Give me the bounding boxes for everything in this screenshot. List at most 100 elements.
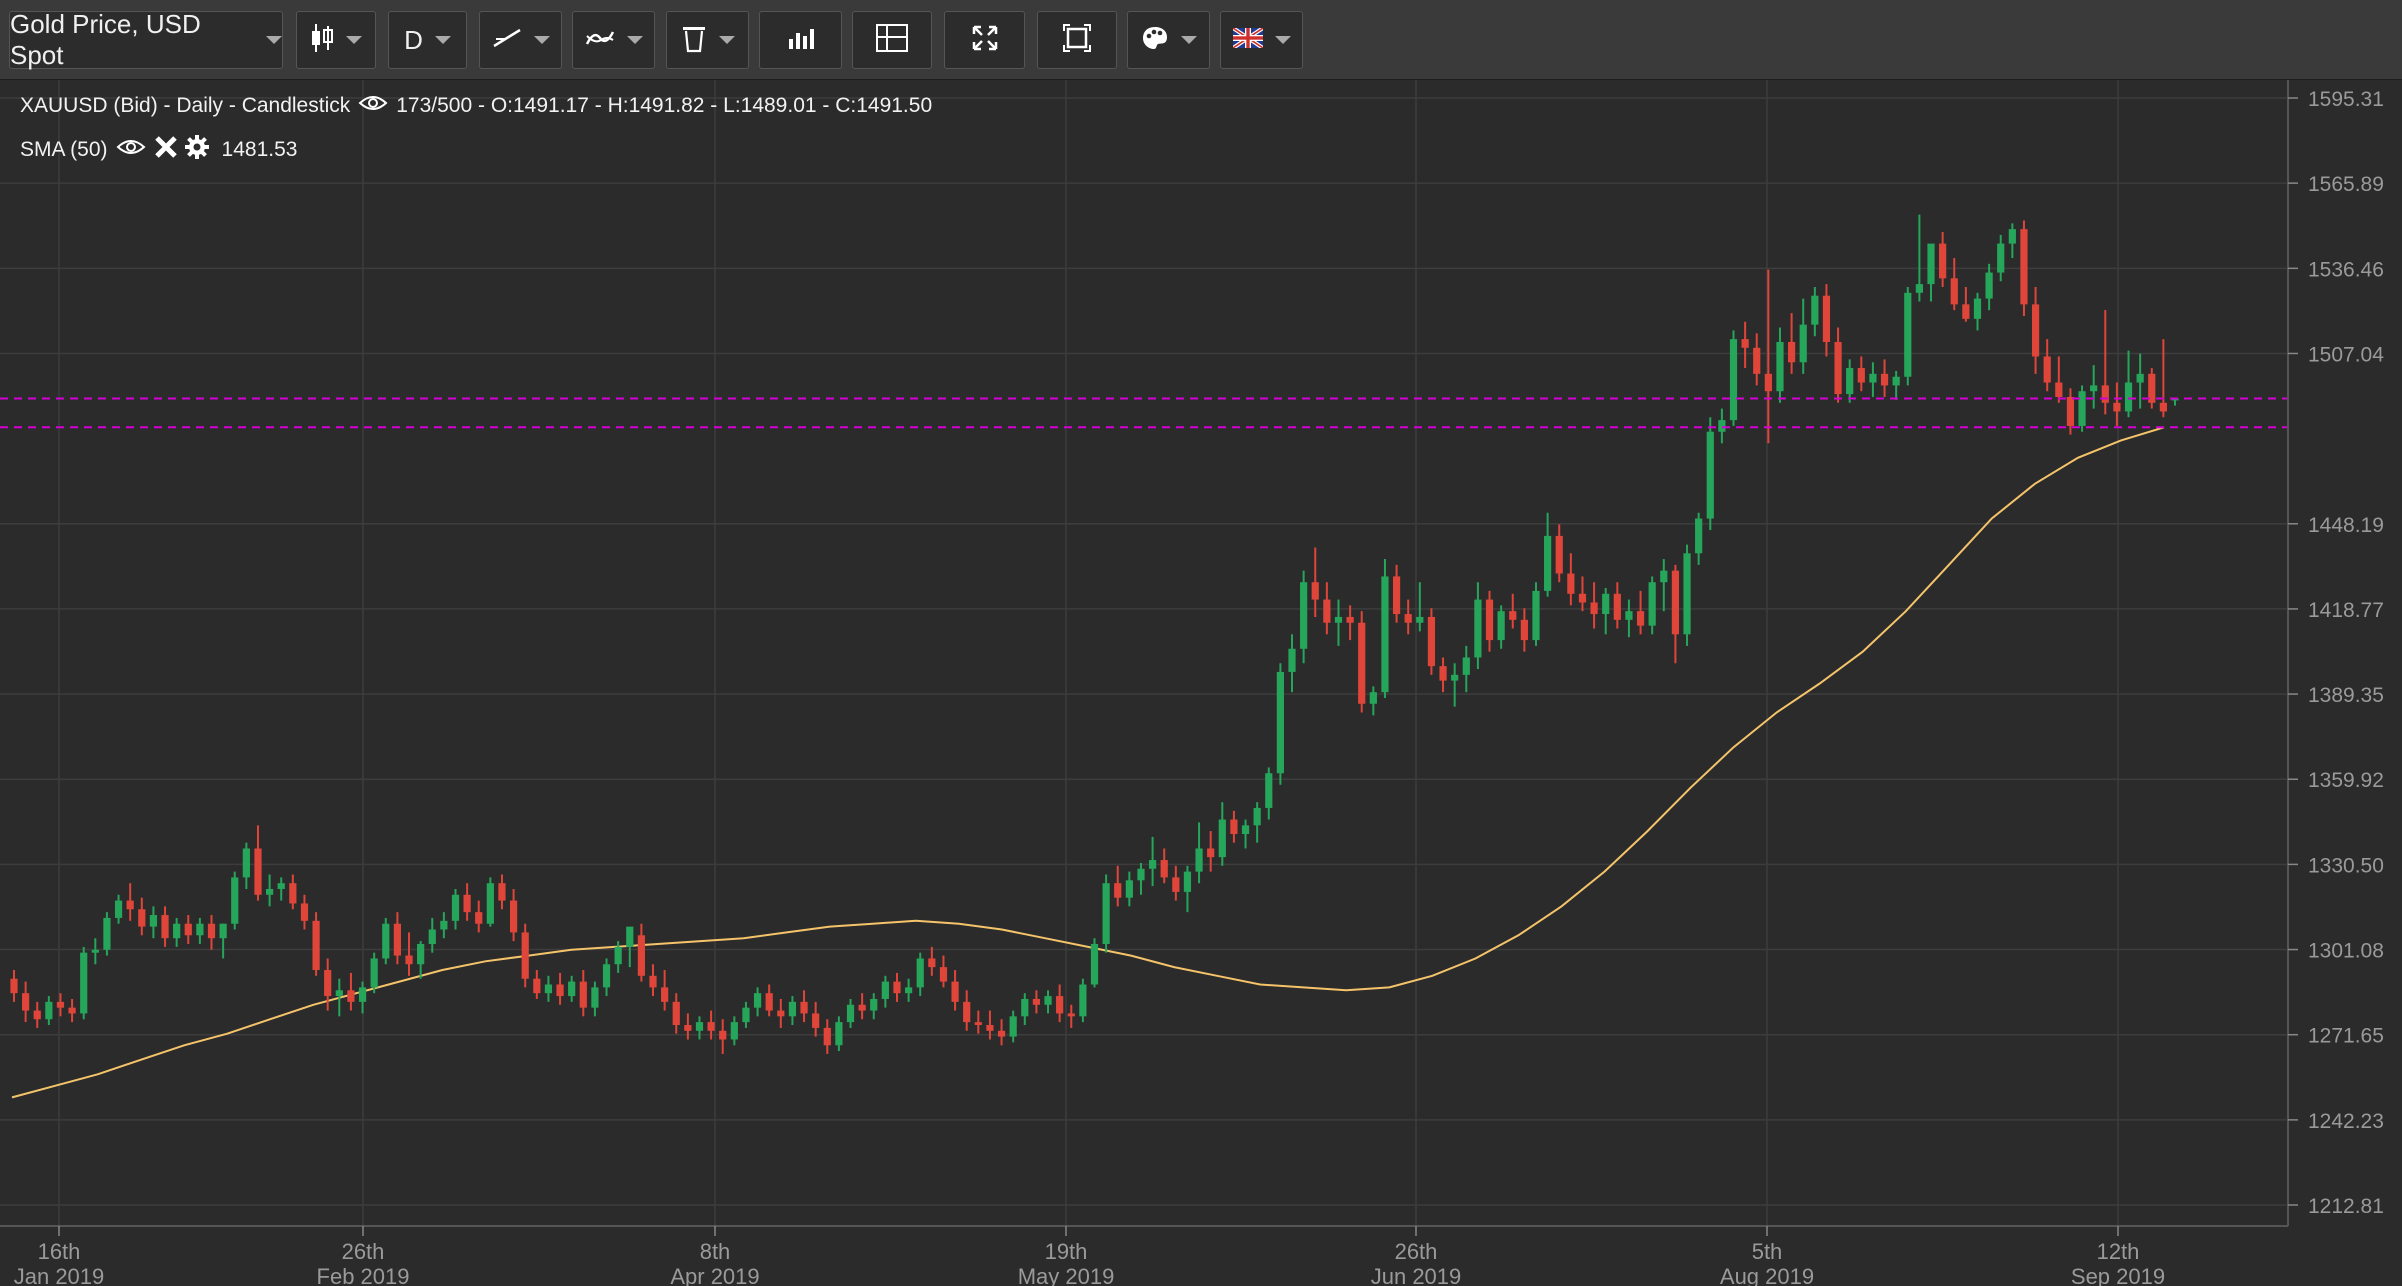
candle-down xyxy=(1427,608,1436,675)
candle-body xyxy=(1683,553,1691,635)
candle-down xyxy=(1880,359,1889,397)
candle-body xyxy=(602,964,611,988)
candle-body xyxy=(1276,671,1284,774)
interval-selector[interactable]: D xyxy=(388,11,467,69)
candle-body xyxy=(1532,590,1540,641)
candle-body xyxy=(184,923,192,936)
candle-body xyxy=(1032,998,1041,1005)
candle-body xyxy=(1985,272,1993,299)
price-chart[interactable]: 1491.501481.53 1595.311565.891536.461507… xyxy=(0,80,2402,1286)
candle-body xyxy=(10,978,18,994)
candle-up xyxy=(1915,214,1923,302)
delete-drawings-button[interactable] xyxy=(666,11,749,69)
candle-up xyxy=(1497,605,1505,649)
candle-up xyxy=(1102,874,1110,953)
candle-down xyxy=(823,1019,831,1054)
candle-down xyxy=(893,972,901,1002)
candle-up xyxy=(2090,365,2098,409)
candle-up xyxy=(103,912,111,956)
candle-up xyxy=(1718,408,1726,444)
candle-down xyxy=(812,1001,820,1037)
candle-body xyxy=(684,1025,692,1031)
candle-body xyxy=(1544,535,1552,591)
indicators-button[interactable] xyxy=(572,11,655,69)
candle-body xyxy=(1741,339,1749,348)
fit-screen-button[interactable] xyxy=(1037,11,1117,69)
candle-up xyxy=(242,842,250,889)
candle-body xyxy=(893,981,901,994)
candle-up xyxy=(382,917,390,965)
candle-up xyxy=(614,941,622,973)
candle-up xyxy=(905,978,913,1002)
candle-body xyxy=(1218,819,1226,858)
candle-up xyxy=(1869,362,1877,397)
candle-body xyxy=(2008,229,2016,244)
candle-down xyxy=(2043,339,2051,392)
candle-body xyxy=(1671,570,1680,635)
sma-line xyxy=(11,426,2165,1099)
candle-down xyxy=(1787,313,1796,374)
candle-up xyxy=(753,987,762,1017)
chevron-down-icon xyxy=(1180,36,1197,44)
fullscreen-button[interactable] xyxy=(944,11,1025,69)
chart-type-button[interactable] xyxy=(296,11,376,69)
y-tick-label: 1271.65 xyxy=(2308,1025,2384,1048)
eye-icon[interactable] xyxy=(358,94,388,118)
candle-body xyxy=(91,949,99,953)
gear-icon[interactable] xyxy=(184,134,210,166)
candle-up xyxy=(1265,767,1273,820)
candle-body xyxy=(231,877,239,924)
candle-body xyxy=(440,920,448,930)
chart-area[interactable]: 1491.501481.53 1595.311565.891536.461507… xyxy=(0,80,2402,1286)
theme-button[interactable] xyxy=(1127,11,1210,69)
candle-up xyxy=(1648,576,1656,635)
candle-body xyxy=(2020,229,2028,305)
x-tick-label: 16th xyxy=(38,1239,81,1264)
candle-down xyxy=(1323,582,1331,635)
x-tick-label: Feb 2019 xyxy=(317,1264,410,1286)
candle-body xyxy=(1695,518,1703,554)
candle-body xyxy=(649,975,657,988)
candle-up xyxy=(231,871,239,930)
candle-body xyxy=(1834,342,1842,395)
candle-body xyxy=(1660,570,1668,583)
chevron-down-icon xyxy=(1274,36,1291,44)
candle-body xyxy=(451,894,460,921)
candle-down xyxy=(928,946,936,976)
candle-down xyxy=(637,923,645,982)
candle-body xyxy=(1904,292,1912,377)
eye-icon[interactable] xyxy=(116,138,146,162)
candle-down xyxy=(521,923,529,988)
candle-down xyxy=(951,970,959,1011)
candle-body xyxy=(974,1022,982,1026)
candle-body xyxy=(591,987,599,1008)
candle-body xyxy=(2043,356,2051,383)
candle-body xyxy=(661,987,669,1002)
close-icon[interactable] xyxy=(154,135,178,165)
candle-down xyxy=(1520,608,1528,652)
candle-body xyxy=(1509,611,1517,620)
candle-up xyxy=(428,917,436,953)
y-tick-label: 1359.92 xyxy=(2308,769,2384,792)
candle-up xyxy=(173,917,181,947)
candle-down xyxy=(1056,984,1064,1023)
drawing-tools-button[interactable] xyxy=(479,11,562,69)
language-selector[interactable] xyxy=(1220,11,1303,69)
crosshair-button[interactable] xyxy=(852,11,932,69)
candle-down xyxy=(2031,287,2040,374)
y-tick-label: 1507.04 xyxy=(2308,343,2384,366)
volume-button[interactable] xyxy=(759,11,842,69)
candle-up xyxy=(626,926,634,968)
candle-down xyxy=(207,915,216,950)
ohlc-readout: 173/500 - O:1491.17 - H:1491.82 - L:1489… xyxy=(396,94,933,117)
candle-body xyxy=(1648,582,1656,626)
candle-body xyxy=(1915,284,1923,293)
symbol-selector[interactable]: Gold Price, USD Spot xyxy=(9,9,283,70)
candle-body xyxy=(812,1013,820,1028)
y-tick-label: 1448.19 xyxy=(2308,514,2384,537)
candle-body xyxy=(1056,996,1064,1014)
candle-down xyxy=(1671,564,1680,664)
candle-body xyxy=(1485,599,1494,641)
candle-body xyxy=(1718,420,1726,432)
indicator-icon xyxy=(585,26,615,55)
